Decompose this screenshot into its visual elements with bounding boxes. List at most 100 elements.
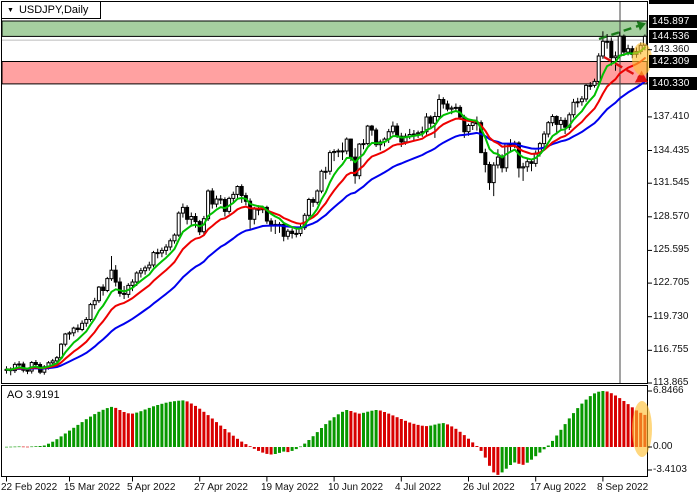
ao-bar	[467, 438, 470, 447]
candle-body	[54, 357, 59, 362]
ao-bar	[34, 446, 38, 447]
price-badge: 142.309	[649, 55, 697, 68]
candle-body	[470, 122, 475, 126]
ao-bar	[559, 429, 563, 447]
candle-body	[327, 152, 332, 172]
price-tick-label: 125.595	[653, 244, 690, 255]
candle-body	[495, 156, 500, 166]
ao-bar	[563, 424, 567, 447]
ao-bar	[156, 405, 160, 447]
ao-bar	[383, 412, 386, 447]
support-zone	[1, 61, 648, 85]
ao-bar	[345, 410, 349, 447]
ma-line-fast	[5, 46, 646, 371]
ao-bar	[13, 446, 17, 448]
ao-bar	[210, 418, 214, 447]
candle-body	[437, 99, 442, 117]
candle-body	[395, 125, 400, 137]
candle-body	[605, 40, 610, 43]
ao-bar	[244, 444, 248, 447]
candle-body	[193, 216, 198, 223]
ao-bar	[572, 413, 575, 447]
candle-body	[466, 125, 471, 133]
ao-bar	[307, 440, 311, 447]
ao-axis-label: 0.00	[653, 441, 673, 452]
ao-bar	[479, 447, 483, 451]
ao-bar	[21, 446, 25, 448]
ao-bar	[257, 447, 260, 451]
ao-bar	[93, 414, 97, 447]
candle-body	[571, 101, 576, 116]
ao-bar	[420, 425, 424, 447]
ao-bar	[450, 426, 454, 447]
candle-body	[231, 193, 236, 199]
ao-axis-label: -3.4103	[653, 464, 687, 475]
ao-bar	[601, 391, 605, 447]
ao-bar	[353, 412, 357, 447]
candle-body	[185, 206, 190, 220]
candle-body	[252, 208, 257, 220]
ao-bar	[68, 430, 71, 447]
symbol-selector[interactable]: ▼ USDJPY,Daily	[1, 1, 101, 19]
date-tick-label: 10 Jun 2022	[328, 482, 384, 493]
candle-body	[621, 35, 626, 53]
up-trend-arrow-shaft	[598, 24, 641, 41]
ao-bar	[9, 446, 13, 448]
ao-bar	[51, 441, 55, 447]
ao-bar	[294, 447, 298, 450]
candle-body	[168, 240, 173, 248]
candle-body	[521, 166, 526, 169]
candle-body	[554, 116, 559, 125]
candle-body	[311, 199, 316, 203]
ao-bar	[76, 424, 80, 447]
candle-body	[609, 40, 614, 59]
date-tick-label: 22 Feb 2022	[1, 482, 58, 493]
ao-bar	[5, 446, 8, 448]
price-tick-label: 134.435	[653, 145, 690, 156]
ao-bar	[488, 447, 491, 466]
ao-bar	[164, 402, 168, 447]
ao-bar	[622, 401, 626, 447]
candle-body	[63, 333, 68, 345]
candle-body	[550, 116, 555, 124]
ao-bar	[299, 446, 302, 448]
ao-bar	[366, 411, 370, 447]
date-tick-label: 26 Jul 2022	[463, 482, 515, 493]
ao-bar	[454, 428, 458, 447]
ao-bar	[576, 408, 580, 447]
ao-bar	[626, 404, 630, 447]
ao-bar	[416, 424, 420, 447]
ao-bar	[122, 412, 126, 447]
ao-bar	[593, 393, 596, 447]
candle-body	[147, 264, 152, 269]
candle-body	[374, 129, 379, 146]
ao-bar	[349, 411, 353, 447]
ao-bar	[597, 391, 601, 447]
ao-bar	[324, 424, 328, 447]
ao-bar	[17, 446, 21, 448]
ao-bar	[378, 410, 382, 447]
ao-bar	[328, 420, 332, 447]
highlight-ellipse-main	[632, 42, 652, 76]
ao-bar	[441, 423, 445, 447]
ao-bar	[290, 447, 294, 451]
ao-bar	[567, 418, 571, 447]
ao-bar	[551, 440, 554, 447]
candle-body	[319, 170, 324, 192]
candle-body	[88, 304, 93, 321]
ao-bar	[391, 415, 395, 447]
candle-body	[235, 186, 240, 195]
ao-bar	[320, 428, 323, 447]
candle-body	[239, 186, 244, 196]
ao-bar	[261, 447, 265, 453]
ao-bar	[483, 447, 487, 458]
dropdown-arrow-icon[interactable]: ▼	[7, 6, 14, 14]
ao-bar	[395, 417, 399, 447]
ao-bar	[84, 419, 88, 447]
ao-bar	[135, 412, 139, 447]
candle-body	[579, 98, 584, 103]
ao-bar	[55, 439, 59, 447]
ao-bar	[181, 400, 185, 447]
